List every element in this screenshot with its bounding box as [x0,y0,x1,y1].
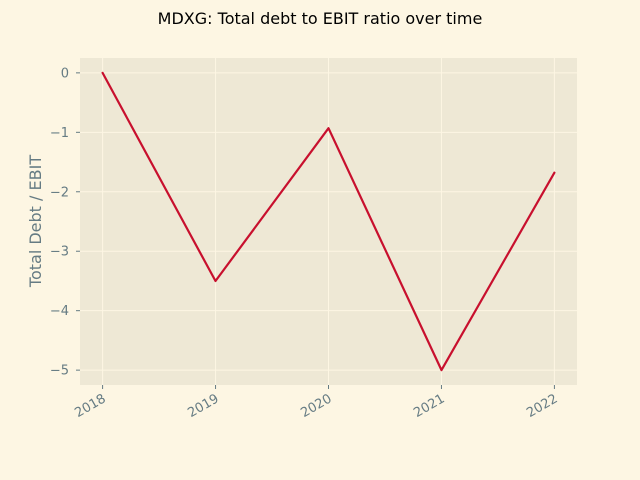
series-layer [101,71,556,372]
x-tick-label: 2020 [298,391,334,421]
y-tick-label: −4 [50,304,69,319]
x-tick-label: 2018 [72,391,108,421]
x-tick-label: 2021 [411,391,447,421]
chart-title: MDXG: Total debt to EBIT ratio over time [158,9,483,28]
y-tick-label: −3 [50,245,69,260]
y-tick-label: −5 [50,364,69,379]
y-axis-label: Total Debt / EBIT [26,155,45,288]
x-tick-label: 2019 [185,391,221,421]
x-tick-label: 2022 [524,391,560,421]
series-line [101,71,556,372]
grid-lines [80,58,577,385]
y-tick-label: 0 [61,66,69,81]
y-tick-label: −2 [50,185,69,200]
y-tick-label: −1 [50,126,69,141]
